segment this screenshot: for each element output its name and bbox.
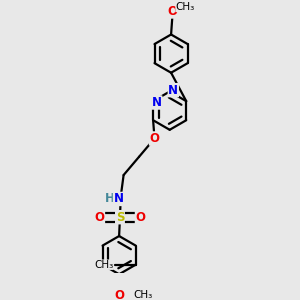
Text: S: S (116, 211, 124, 224)
Text: O: O (136, 211, 146, 224)
Text: CH₃: CH₃ (94, 260, 113, 270)
Text: O: O (114, 289, 124, 300)
Text: N: N (152, 96, 162, 109)
Text: O: O (94, 211, 104, 224)
Text: CH₃: CH₃ (176, 2, 195, 12)
Text: CH₃: CH₃ (133, 290, 152, 300)
Text: O: O (149, 132, 160, 145)
Text: H: H (105, 192, 115, 206)
Text: N: N (168, 84, 178, 97)
Text: O: O (167, 5, 178, 18)
Text: N: N (113, 192, 124, 206)
